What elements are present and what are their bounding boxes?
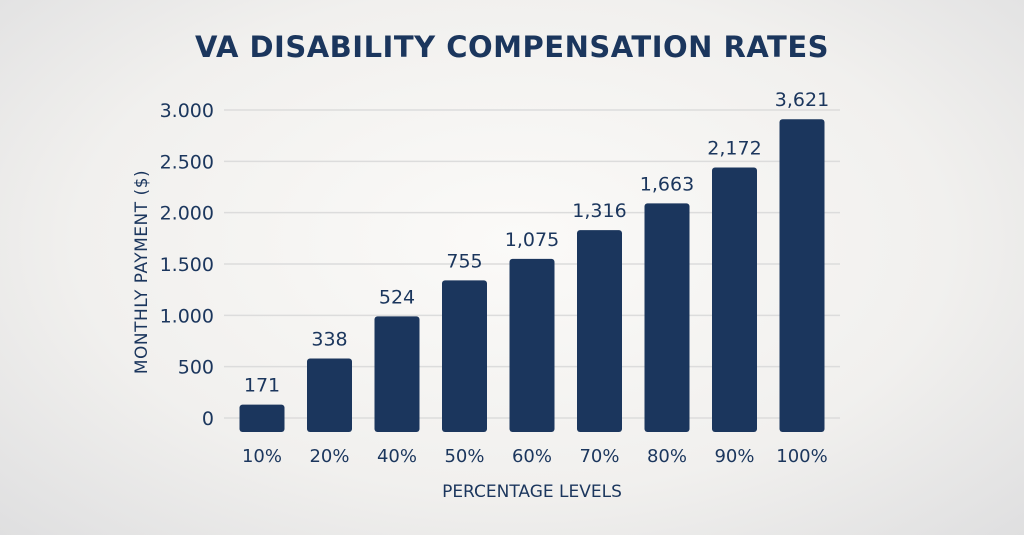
x-tick-label: 100%: [776, 446, 827, 467]
x-tick-label: 10%: [242, 446, 282, 467]
data-label: 524: [379, 286, 415, 308]
bar: [374, 316, 420, 432]
bar: [712, 167, 757, 432]
x-tick-label: 20%: [309, 446, 349, 467]
data-label: 338: [311, 328, 347, 350]
data-label: 1,663: [640, 173, 694, 195]
y-tick-label: 1.000: [160, 305, 214, 327]
y-tick-label: 3.000: [160, 100, 214, 122]
bar: [577, 230, 622, 432]
bar: [442, 280, 487, 432]
x-tick-label: 50%: [444, 446, 484, 467]
x-tick-label: 40%: [377, 446, 417, 467]
y-tick-label: 0: [202, 408, 214, 430]
bar: [509, 258, 555, 432]
data-label: 3,621: [775, 89, 829, 111]
y-tick-label: 2.500: [160, 151, 214, 173]
chart-title: VA DISABILITY COMPENSATION RATES: [194, 30, 830, 64]
bar: [239, 404, 285, 432]
data-label: 1,075: [505, 229, 559, 251]
y-tick-label: 1.500: [160, 254, 214, 276]
y-tick-label: 2.000: [160, 203, 214, 225]
data-label: 2,172: [707, 137, 761, 159]
bar: [307, 358, 352, 432]
y-tick-label: 500: [178, 357, 214, 379]
bar: [644, 203, 690, 432]
x-tick-label: 90%: [714, 446, 754, 467]
data-label: 1,316: [572, 200, 626, 222]
x-axis-label: PERCENTAGE LEVELS: [442, 482, 622, 502]
data-label: 755: [446, 250, 482, 272]
x-tick-label: 60%: [512, 446, 552, 467]
bar: [779, 119, 825, 433]
x-tick-label: 80%: [647, 446, 687, 467]
data-label: 171: [244, 375, 280, 397]
x-tick-label: 70%: [579, 446, 619, 467]
